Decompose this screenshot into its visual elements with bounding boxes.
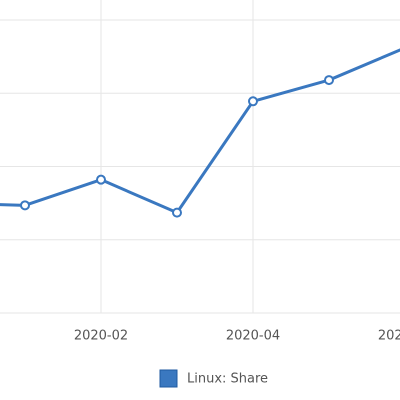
plot-area: 2020-02 2020-04 2020-06 xyxy=(0,0,400,344)
data-point xyxy=(20,200,30,211)
data-point xyxy=(96,174,106,185)
x-tick-label: 2020-02 xyxy=(74,329,128,344)
legend-swatch xyxy=(159,369,178,388)
data-point xyxy=(324,75,334,86)
data-point xyxy=(172,207,182,218)
x-tick-label: 2020-04 xyxy=(226,329,280,344)
x-tick-label: 2020-06 xyxy=(378,329,400,344)
legend-label: Linux: Share xyxy=(187,372,268,387)
series-line xyxy=(0,48,400,215)
data-point xyxy=(248,96,258,107)
